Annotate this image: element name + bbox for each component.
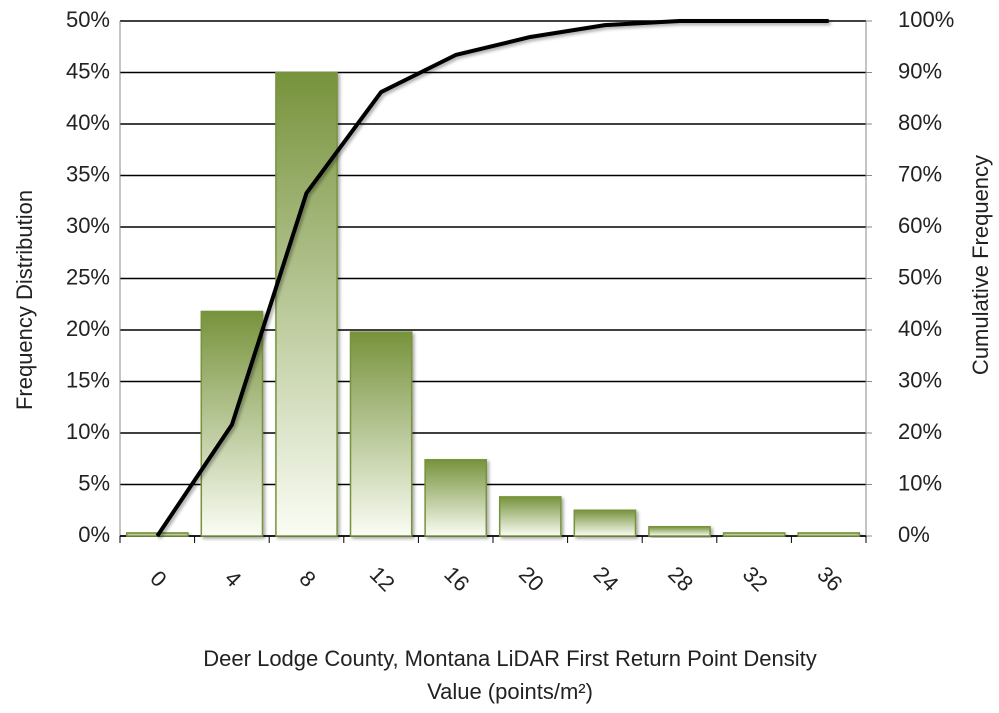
bar — [498, 496, 562, 537]
y-tick-label: 50% — [66, 7, 110, 32]
y2-axis-title: Cumulative Frequency — [968, 155, 993, 375]
y-tick-label: 20% — [66, 316, 110, 341]
x-tick-label: 24 — [589, 561, 624, 596]
x-tick-label: 0 — [145, 566, 171, 592]
y2-tick-label: 90% — [898, 58, 942, 83]
x-tick-label: 4 — [220, 566, 246, 592]
bar — [722, 532, 786, 537]
x-tick-label: 12 — [365, 561, 400, 596]
bar — [349, 331, 413, 537]
y-tick-label: 5% — [78, 470, 110, 495]
x-tick-label: 32 — [738, 561, 773, 596]
y-tick-label: 45% — [66, 58, 110, 83]
y-tick-label: 15% — [66, 367, 110, 392]
y-tick-label: 25% — [66, 264, 110, 289]
y2-tick-label: 40% — [898, 316, 942, 341]
y2-tick-label: 10% — [898, 470, 942, 495]
y2-tick-label: 50% — [898, 264, 942, 289]
y2-tick-label: 80% — [898, 110, 942, 135]
x-tick-label: 8 — [295, 566, 321, 592]
x-tick-label: 16 — [439, 561, 474, 596]
y2-tick-label: 30% — [898, 367, 942, 392]
bar — [648, 525, 711, 537]
x-tick-label: 20 — [514, 561, 549, 596]
y-tick-label: 30% — [66, 213, 110, 238]
y2-tick-label: 100% — [898, 7, 954, 32]
y-axis-title: Frequency Distribution — [12, 190, 37, 410]
y-tick-label: 0% — [78, 522, 110, 547]
bar — [797, 532, 861, 537]
cumulative-line — [155, 19, 829, 538]
bar — [424, 459, 488, 537]
x-tick-label: 36 — [812, 561, 847, 596]
y2-tick-label: 70% — [898, 161, 942, 186]
y-tick-label: 40% — [66, 110, 110, 135]
bar — [573, 509, 637, 537]
y-tick-label: 35% — [66, 161, 110, 186]
x-axis-title: Value (points/m²) — [427, 679, 593, 704]
x-tick-label: 28 — [663, 561, 698, 596]
y-tick-label: 10% — [66, 419, 110, 444]
y2-tick-label: 20% — [898, 419, 942, 444]
y2-tick-label: 60% — [898, 213, 942, 238]
x-axis-title: Deer Lodge County, Montana LiDAR First R… — [203, 646, 816, 671]
y2-tick-label: 0% — [898, 522, 930, 547]
bar — [275, 71, 338, 537]
